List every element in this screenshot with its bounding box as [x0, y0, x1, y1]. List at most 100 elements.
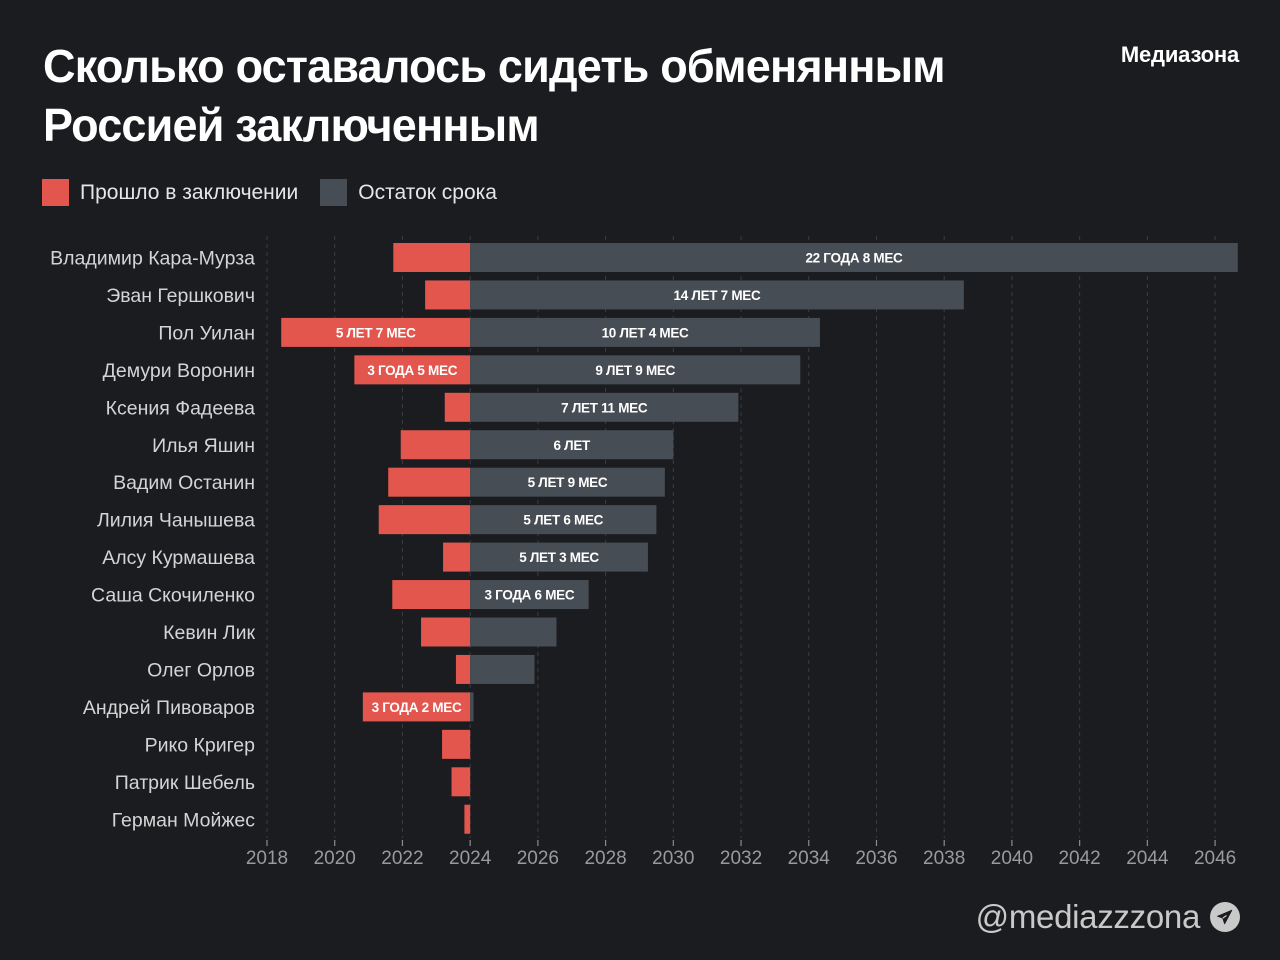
bar-served	[281, 317, 471, 347]
bar-row: 5 ЛЕТ 9 МЕС	[388, 467, 665, 497]
category-label: Алсу Курмашева	[102, 547, 255, 569]
bar-row: 14 ЛЕТ 7 МЕС	[425, 280, 964, 310]
bar-served	[392, 580, 471, 610]
bar-remaining-label: 6 ЛЕТ	[553, 438, 591, 453]
x-tick-label: 2018	[246, 848, 288, 869]
bar-served	[443, 542, 471, 572]
bar-remaining-label: 9 ЛЕТ 9 МЕС	[595, 363, 675, 378]
bar-remaining	[470, 243, 1238, 272]
x-tick-label: 2032	[720, 848, 762, 869]
bar-served	[444, 392, 471, 422]
x-tick-label: 2046	[1194, 848, 1236, 869]
bar-row: 3 ГОДА 6 МЕС	[392, 580, 589, 610]
category-label: Рико Кригер	[145, 734, 256, 756]
bar-remaining	[470, 355, 801, 385]
bar-row: 22 ГОДА 8 МЕС	[393, 243, 1238, 272]
category-label: Демури Воронин	[103, 360, 255, 382]
category-label: Саша Скочиленко	[91, 585, 255, 607]
category-label: Кевин Лик	[163, 622, 255, 644]
x-tick-label: 2042	[1058, 848, 1100, 869]
bar-served	[464, 804, 471, 834]
bar-served	[421, 617, 471, 647]
bar-remaining	[470, 430, 674, 460]
bar-remaining-label: 7 ЛЕТ 11 МЕС	[561, 400, 648, 415]
brand-logo: Медиазона	[1120, 42, 1239, 67]
x-tick-label: 2044	[1126, 848, 1169, 869]
bar-row	[442, 729, 471, 759]
x-axis: 2018 2020 2022 2024 2026 2028 2030 2032 2034 2036…	[246, 840, 1236, 869]
x-tick-label: 2020	[314, 848, 356, 869]
bar-remaining	[470, 654, 535, 684]
bar-served	[451, 767, 471, 797]
x-tick-label: 2038	[923, 848, 965, 869]
bar-remaining	[470, 280, 964, 310]
bar-remaining	[470, 317, 820, 347]
bar-served	[388, 467, 471, 497]
telegram-icon[interactable]	[1210, 902, 1240, 932]
bar-row: 3 ГОДА 2 МЕС	[362, 692, 474, 722]
legend-swatch-served	[42, 179, 69, 206]
category-label: Эван Гершкович	[106, 285, 255, 307]
legend-label-served: Прошло в заключении	[80, 180, 299, 204]
bar-remaining-label: 5 ЛЕТ 9 МЕС	[528, 475, 608, 490]
x-tick-label: 2040	[991, 848, 1033, 869]
bars: 22 ГОДА 8 МЕС 14 ЛЕТ 7 МЕС 5 ЛЕТ 7 МЕС 10 Л…	[281, 243, 1238, 834]
bar-row	[421, 617, 557, 647]
category-label: Лилия Чанышева	[97, 510, 255, 532]
bar-remaining-label: 14 ЛЕТ 7 МЕС	[674, 288, 761, 303]
x-tick-label: 2028	[584, 848, 626, 869]
bar-remaining	[470, 542, 648, 572]
category-label: Илья Яшин	[152, 435, 255, 457]
bar-served	[442, 729, 471, 759]
bar-row	[451, 767, 471, 797]
x-tick-label: 2024	[449, 848, 492, 869]
bar-served	[425, 280, 471, 310]
category-label: Патрик Шебель	[115, 772, 255, 794]
category-labels: Владимир Кара-Мурза Эван Гершкович Пол Уил…	[50, 248, 255, 832]
bar-remaining	[470, 617, 557, 647]
bar-row	[455, 654, 535, 684]
legend-swatch-remaining	[320, 179, 348, 206]
bar-served	[400, 430, 471, 460]
chart-title: Сколько оставалось сидеть обменянным Рос…	[43, 36, 1043, 155]
x-tick-label: 2030	[652, 848, 694, 869]
x-tick-label: 2034	[788, 848, 831, 869]
title-line-1: Сколько оставалось сидеть обменянным	[43, 39, 946, 93]
bar-served	[393, 243, 471, 272]
bar-remaining	[470, 392, 739, 422]
bar-row: 5 ЛЕТ 7 МЕС 10 ЛЕТ 4 МЕС	[281, 317, 820, 347]
bar-served-label: 5 ЛЕТ 7 МЕС	[336, 325, 416, 340]
category-label: Вадим Останин	[113, 472, 255, 494]
category-label: Олег Орлов	[147, 659, 255, 681]
category-label: Андрей Пивоваров	[83, 697, 255, 719]
paper-plane-glyph	[1217, 909, 1233, 925]
category-label: Пол Уилан	[158, 322, 255, 344]
category-label: Ксения Фадеева	[106, 397, 255, 419]
bar-remaining-label: 22 ГОДА 8 МЕС	[805, 251, 903, 266]
legend-label-remaining: Остаток срока	[358, 180, 497, 204]
bar-row: 5 ЛЕТ 6 МЕС	[378, 505, 657, 535]
bar-remaining	[470, 580, 589, 610]
bar-row: 6 ЛЕТ	[400, 430, 674, 460]
bar-row: 7 ЛЕТ 11 МЕС	[444, 392, 739, 422]
bar-served	[354, 355, 471, 385]
category-label: Герман Мойжес	[112, 809, 255, 831]
bar-row: 5 ЛЕТ 3 МЕС	[443, 542, 648, 572]
bar-remaining-label: 10 ЛЕТ 4 МЕС	[602, 325, 689, 340]
bar-served-label: 3 ГОДА 5 МЕС	[367, 363, 457, 378]
bar-remaining	[470, 505, 657, 535]
bar-remaining	[470, 467, 665, 497]
bar-remaining-label: 5 ЛЕТ 6 МЕС	[523, 513, 603, 528]
bar-row	[464, 804, 471, 834]
bar-served	[362, 692, 471, 722]
legend-item-remaining: Остаток срока	[320, 179, 497, 206]
category-label: Владимир Кара-Мурза	[50, 248, 255, 270]
title-line-2: Россией заключенным	[43, 98, 540, 152]
legend: Прошло в заключении Остаток срока	[42, 179, 519, 206]
legend-item-served: Прошло в заключении	[42, 179, 298, 206]
bar-served	[455, 654, 471, 684]
telegram-handle[interactable]: @mediazzzona	[975, 898, 1201, 935]
bar-row: 3 ГОДА 5 МЕС 9 ЛЕТ 9 МЕС	[354, 355, 801, 385]
bar-served	[378, 505, 471, 535]
